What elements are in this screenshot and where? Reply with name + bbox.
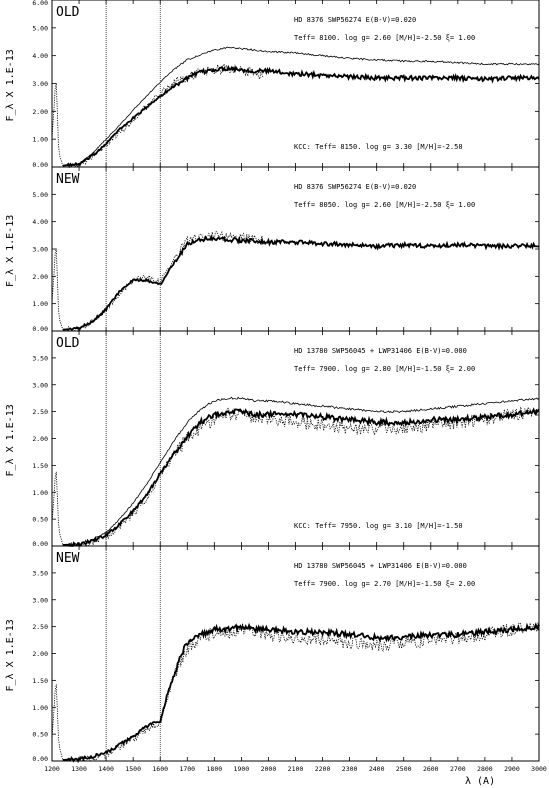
panel-tag: OLD xyxy=(56,336,80,351)
series-dotted xyxy=(51,406,540,548)
y-tick-label: 2.00 xyxy=(32,273,48,281)
y-tick-label: 1.00 xyxy=(32,136,48,144)
series-solid-thin xyxy=(62,46,540,166)
y-tick-label: 5.00 xyxy=(32,24,48,32)
y-tick-label: 0.50 xyxy=(32,516,48,524)
panel-tag: NEW xyxy=(56,172,80,187)
x-tick-label: 1600 xyxy=(152,765,168,773)
x-tick-label: 1900 xyxy=(234,765,250,773)
y-tick-label: 2.00 xyxy=(32,108,48,116)
panel-tag: OLD xyxy=(56,5,80,20)
x-tick-label: 2400 xyxy=(369,765,385,773)
x-tick-label: 1400 xyxy=(98,765,114,773)
panel-frame xyxy=(51,545,540,762)
x-tick-label: 2500 xyxy=(396,765,412,773)
panel-2: 0.00 1.00 2.00 3.00 4.00 5.00 NEW F_λ X 1.E-13 H… xyxy=(5,166,540,333)
y-tick-label: 3.00 xyxy=(32,381,48,389)
series-dotted xyxy=(51,622,540,762)
series-dotted xyxy=(51,62,264,168)
x-tick-label: 2200 xyxy=(315,765,331,773)
y-tick-label: 3.00 xyxy=(32,80,48,88)
y-tick-label: 1.00 xyxy=(32,300,48,308)
y-tick-label: 3.00 xyxy=(32,246,48,254)
y-tick-label: 3.50 xyxy=(32,569,48,577)
panel-frame xyxy=(51,330,540,547)
x-tick-label: 2800 xyxy=(477,765,493,773)
y-tick-label: 1.50 xyxy=(32,462,48,470)
y-tick-label: 4.00 xyxy=(32,218,48,226)
y-tick-label: 2.50 xyxy=(32,408,48,416)
x-axis: 1200 1300 1400 1500 1600 1700 1800 1900 2000 2100… xyxy=(44,765,547,773)
y-tick-label: 4.00 xyxy=(32,52,48,60)
series-solid-thick xyxy=(62,622,540,764)
info-line-2: Teff= 7900. log g= 2.70 [M/H]=-1.50 ξ= 2… xyxy=(294,580,475,588)
y-tick-label: 1.50 xyxy=(32,677,48,685)
y-tick-label: 2.50 xyxy=(32,623,48,631)
x-axis-label: λ (A) xyxy=(465,776,495,787)
x-tick-label: 2600 xyxy=(423,765,439,773)
y-tick-label: 1.00 xyxy=(32,704,48,712)
x-tick-label: 1800 xyxy=(207,765,223,773)
kcc-line: KCC: Teff= 7950. log g= 3.10 [M/H]=-1.50 xyxy=(294,522,463,530)
panel-1: 0.00 1.00 2.00 3.00 4.00 5.00 6.00 OLD F_λ X 1.E… xyxy=(5,0,540,169)
y-axis-label: F_λ X 1.E-13 xyxy=(5,404,16,476)
series-solid-thick xyxy=(62,234,540,332)
y-tick-label: 3.50 xyxy=(32,354,48,362)
y-tick-label: 0.00 xyxy=(32,161,48,169)
panel-4: 0.00 0.50 1.00 1.50 2.00 2.50 3.00 3.50 NEW F_λ X… xyxy=(5,545,540,764)
kcc-line: KCC: Teff= 8150. log g= 3.30 [M/H]=-2.50 xyxy=(294,143,463,151)
info-line-1: HD 13780 SWP56045 + LWP31406 E(B-V)=0.00… xyxy=(294,562,467,570)
panel-frame xyxy=(51,0,540,168)
panel-tag: NEW xyxy=(56,551,80,566)
y-tick-label: 2.00 xyxy=(32,435,48,443)
x-tick-label: 1500 xyxy=(125,765,141,773)
y-tick-label: 0.00 xyxy=(32,540,48,548)
x-tick-label: 2100 xyxy=(288,765,304,773)
y-tick-label: 3.00 xyxy=(32,596,48,604)
x-tick-label: 2900 xyxy=(504,765,520,773)
info-line-2: Teff= 8050. log g= 2.60 [M/H]=-2.50 ξ= 1… xyxy=(294,201,475,209)
series-solid-thin xyxy=(62,396,540,546)
info-line-2: Teff= 7900. log g= 2.80 [M/H]=-1.50 ξ= 2… xyxy=(294,365,475,373)
y-tick-label: 0.00 xyxy=(32,325,48,333)
y-axis-label: F_λ X 1.E-13 xyxy=(5,49,16,121)
x-tick-label: 1700 xyxy=(179,765,195,773)
panel-frame xyxy=(51,166,540,332)
y-tick-label: 0.50 xyxy=(32,731,48,739)
x-tick-label: 1300 xyxy=(71,765,87,773)
y-tick-label: 2.00 xyxy=(32,650,48,658)
info-line-1: HD 13780 SWP56045 + LWP31406 E(B-V)=0.00… xyxy=(294,347,467,355)
panel-3: 0.00 0.50 1.00 1.50 2.00 2.50 3.00 3.50 OLD F_λ X… xyxy=(5,330,540,548)
y-tick-label: 1.00 xyxy=(32,489,48,497)
series-solid-thick xyxy=(62,64,540,169)
x-tick-label: 1200 xyxy=(44,765,60,773)
series-dotted xyxy=(51,230,264,333)
y-axis-label: F_λ X 1.E-13 xyxy=(5,215,16,287)
y-tick-label: 0.00 xyxy=(32,755,48,763)
x-tick-label: 3000 xyxy=(531,765,547,773)
y-axis-label: F_λ X 1.E-13 xyxy=(5,619,16,691)
y-tick-label: 5.00 xyxy=(32,191,48,199)
info-line-2: Teff= 8100. log g= 2.60 [M/H]=-2.50 ξ= 1… xyxy=(294,34,475,42)
info-line-1: HD 8376 SWP56274 E(B-V)=0.020 xyxy=(294,183,416,191)
x-tick-label: 2000 xyxy=(261,765,277,773)
chart-panels: 0.00 1.00 2.00 3.00 4.00 5.00 6.00 OLD F_λ X 1.E… xyxy=(5,0,540,764)
x-tick-label: 2700 xyxy=(450,765,466,773)
x-tick-label: 2300 xyxy=(342,765,358,773)
y-tick-label: 6.00 xyxy=(32,0,48,7)
info-line-1: HD 8376 SWP56274 E(B-V)=0.020 xyxy=(294,16,416,24)
